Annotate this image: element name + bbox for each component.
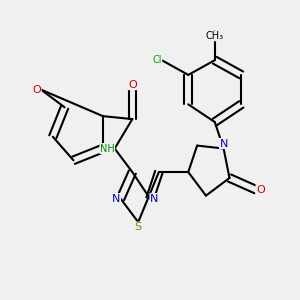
Text: CH₃: CH₃ xyxy=(206,31,224,41)
Text: N: N xyxy=(150,194,158,204)
Text: O: O xyxy=(128,80,137,90)
Text: S: S xyxy=(135,222,142,232)
Text: Cl: Cl xyxy=(152,55,162,65)
Text: N: N xyxy=(219,139,228,148)
Text: NH: NH xyxy=(100,143,115,154)
Text: N: N xyxy=(112,194,121,204)
Text: O: O xyxy=(32,85,41,94)
Text: O: O xyxy=(256,185,265,195)
